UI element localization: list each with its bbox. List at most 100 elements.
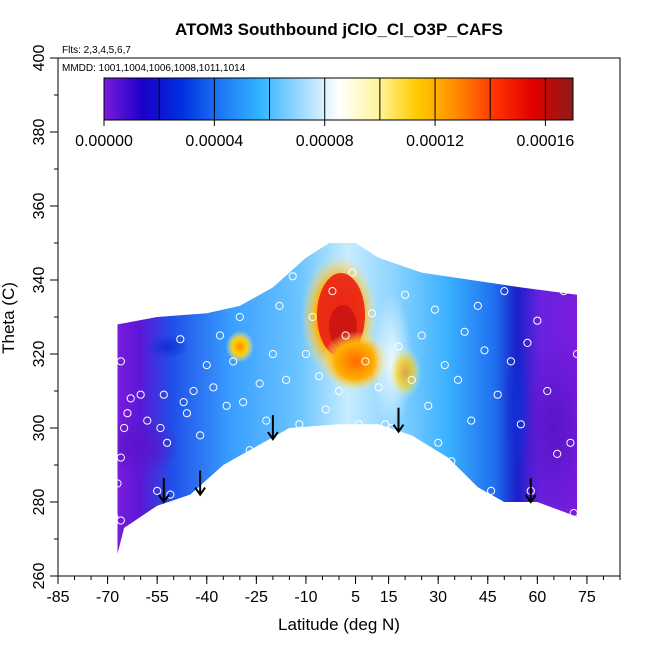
sample-point [523, 338, 532, 347]
x-tick-label: 45 [479, 589, 497, 606]
sample-point [417, 331, 426, 340]
y-tick-label: 320 [31, 341, 48, 368]
arrow-head [157, 494, 170, 504]
sample-point [480, 346, 489, 355]
arrow-head [524, 494, 537, 504]
sample-point [116, 516, 125, 525]
sample-point [143, 416, 152, 425]
sample-point [169, 505, 178, 514]
x-tick-label: -55 [146, 589, 169, 606]
sample-point [196, 431, 205, 440]
sample-point [401, 290, 410, 299]
chart-title: ATOM3 Southbound jClO_Cl_O3P_CAFS [175, 20, 503, 39]
arrow-marker [392, 407, 405, 434]
heatmap-field-shape [117, 243, 578, 554]
x-axis: -85 -70 -55 -40 -25 -10 5 15 30 45 60 75 [46, 576, 621, 606]
sample-point [569, 508, 578, 518]
y-tick-label: 360 [31, 193, 48, 220]
sample-point [424, 401, 433, 410]
sample-point [308, 312, 317, 322]
sample-points [110, 268, 582, 525]
sample-point [262, 416, 271, 425]
x-tick-label: 30 [429, 589, 447, 606]
sample-point [493, 390, 502, 399]
sample-point [116, 453, 125, 462]
y-tick-label: 400 [31, 45, 48, 72]
sample-point [315, 372, 324, 381]
sample-point [179, 398, 188, 407]
arrow-marker [267, 415, 279, 441]
sample-point [202, 361, 211, 370]
sample-point [153, 486, 162, 495]
sample-point [516, 420, 525, 429]
sample-point [434, 438, 443, 447]
sample-point [159, 390, 168, 399]
sample-point [321, 405, 330, 414]
hotspot-south-spot [225, 330, 254, 363]
sample-point [116, 357, 125, 366]
x-tick-label: 75 [578, 589, 596, 606]
colorbar-tick-label: 0.00004 [185, 133, 243, 150]
sample-point [110, 512, 119, 521]
sample-point [361, 357, 370, 366]
arrow-markers [157, 407, 537, 504]
x-tick-label: 5 [351, 589, 360, 606]
colorbar-bar [103, 77, 574, 121]
y-axis: 260 280 300 320 340 360 380 400 [31, 45, 58, 590]
sample-point [215, 331, 225, 340]
sample-point [136, 390, 145, 399]
x-tick-label: -40 [195, 589, 218, 606]
deep-blue-north-ridge [503, 339, 532, 480]
sample-point [407, 375, 416, 384]
arrow-marker [524, 478, 537, 504]
colorbar-tick-label: 0.00000 [75, 133, 133, 150]
sample-point [453, 375, 463, 384]
sample-point [235, 312, 244, 322]
colorbar: 0.00000 0.00004 0.00008 0.00012 0.00016 [75, 77, 574, 150]
sample-point [381, 420, 390, 429]
sample-point [126, 394, 135, 403]
sample-point [394, 342, 403, 351]
x-tick-label: 15 [380, 589, 398, 606]
sample-point [156, 423, 165, 433]
sample-point [334, 386, 344, 396]
sample-point [328, 287, 337, 296]
hotspot-yellow-band [389, 346, 422, 399]
sample-point [430, 305, 439, 314]
y-tick-label: 340 [31, 267, 48, 294]
sample-point [473, 301, 482, 310]
arrow-head [392, 424, 405, 434]
colorbar-tick-label: 0.00008 [296, 133, 354, 150]
flights-note: Flts: 2,3,4,5,6,7 [62, 45, 131, 56]
sample-point [239, 398, 248, 407]
x-tick-label: -85 [46, 589, 69, 606]
x-tick-label: 60 [528, 589, 546, 606]
sample-point [440, 361, 449, 370]
sample-point [301, 349, 311, 359]
sample-point [533, 316, 542, 325]
y-tick-label: 260 [31, 563, 48, 590]
arrow-head [194, 487, 206, 497]
sample-point [275, 301, 284, 310]
purple-north-zone [513, 338, 578, 518]
colorbar-tick-label: 0.00016 [516, 133, 574, 150]
sample-point [486, 486, 496, 495]
sample-point [506, 357, 516, 366]
arrow-head [267, 431, 279, 441]
arrow-marker [194, 470, 206, 497]
sample-point [229, 357, 238, 366]
dates-note: MMDD: 1001,1004,1006,1008,1011,1014 [62, 63, 246, 74]
deep-blue-south-patch [145, 334, 190, 359]
sample-point [123, 409, 132, 418]
sample-point [572, 349, 582, 359]
sample-point [447, 457, 456, 466]
sample-point [341, 331, 350, 340]
sample-point [460, 327, 469, 336]
sample-point [500, 287, 509, 296]
y-axis-label: Theta (C) [0, 282, 18, 354]
sample-point [255, 379, 264, 388]
colorbar-tick-label: 0.00012 [406, 133, 464, 150]
sample-point [245, 446, 254, 455]
